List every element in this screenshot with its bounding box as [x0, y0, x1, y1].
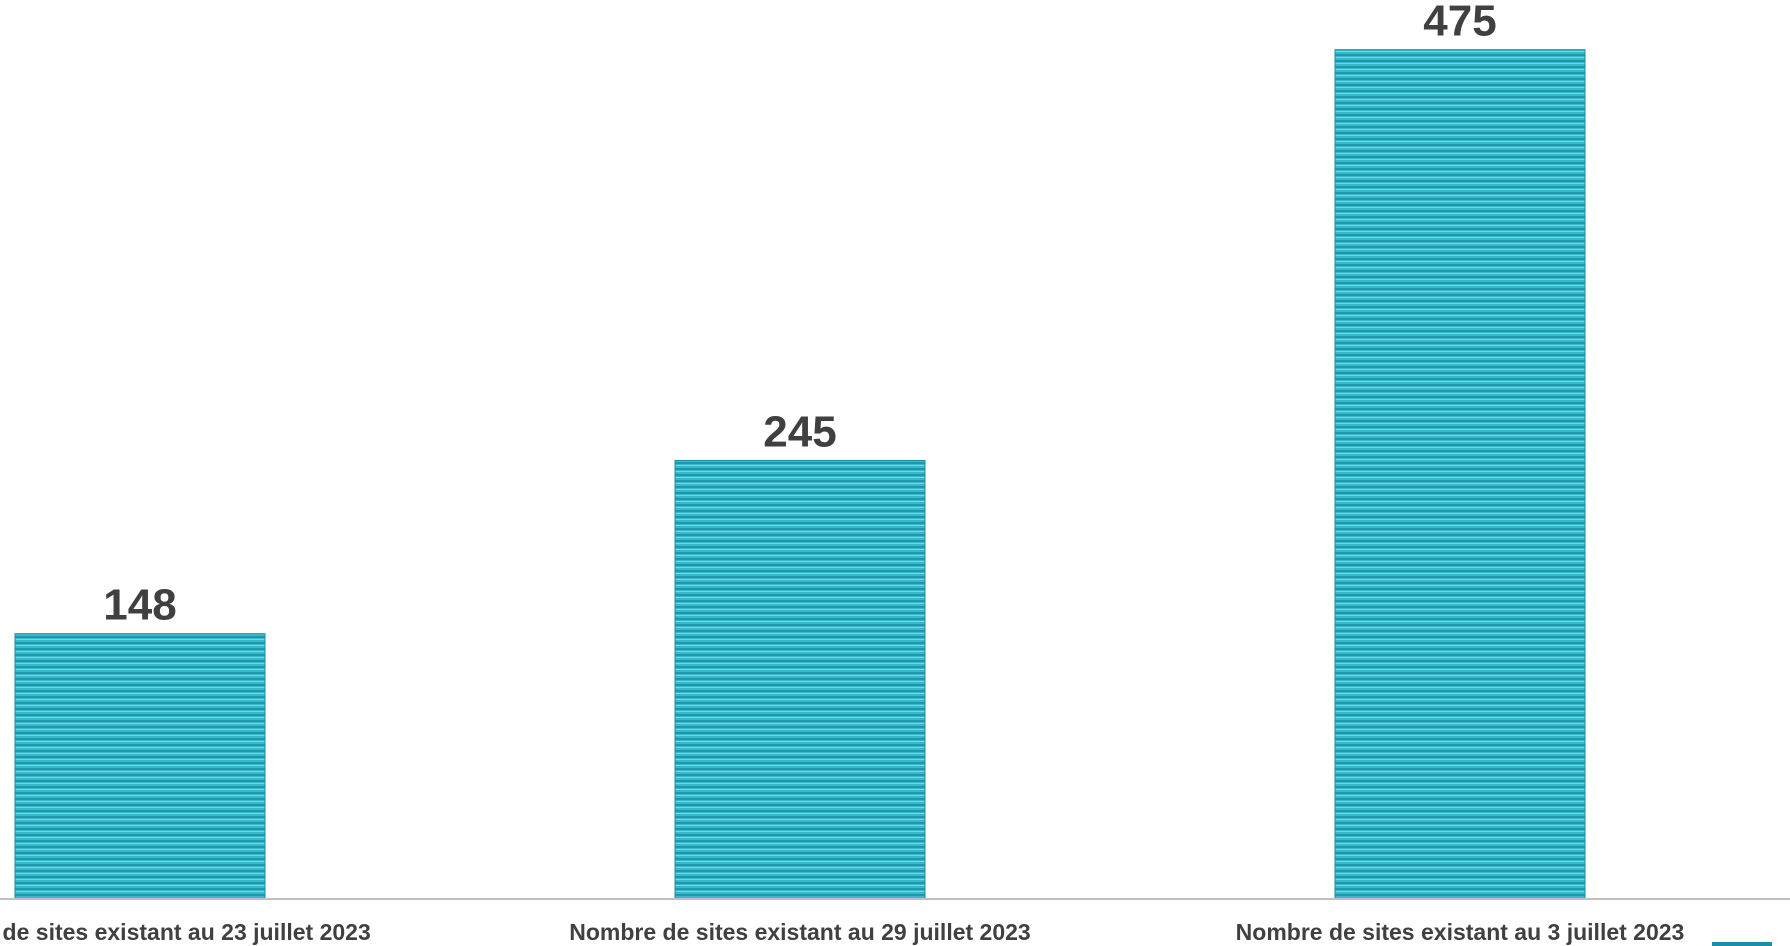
value-label-1: 148 [103, 581, 176, 630]
value-label-2: 245 [763, 407, 836, 456]
decorative-corner-bar [1712, 942, 1772, 946]
category-label-2: Nombre de sites existant au 29 juillet 2… [569, 919, 1030, 945]
value-label-3: 475 [1423, 0, 1496, 46]
category-label-1: Nombre de sites existant au 23 juillet 2… [0, 919, 371, 945]
bars-group [14, 49, 1586, 899]
value-labels-group: 148 245 475 [103, 0, 1496, 630]
category-label-3: Nombre de sites existant au 3 juillet 20… [1236, 919, 1685, 945]
bar-3 [1334, 49, 1586, 899]
category-labels-group: Nombre de sites existant au 23 juillet 2… [0, 919, 1684, 945]
bar-1 [14, 633, 266, 899]
bar-2 [674, 459, 926, 899]
